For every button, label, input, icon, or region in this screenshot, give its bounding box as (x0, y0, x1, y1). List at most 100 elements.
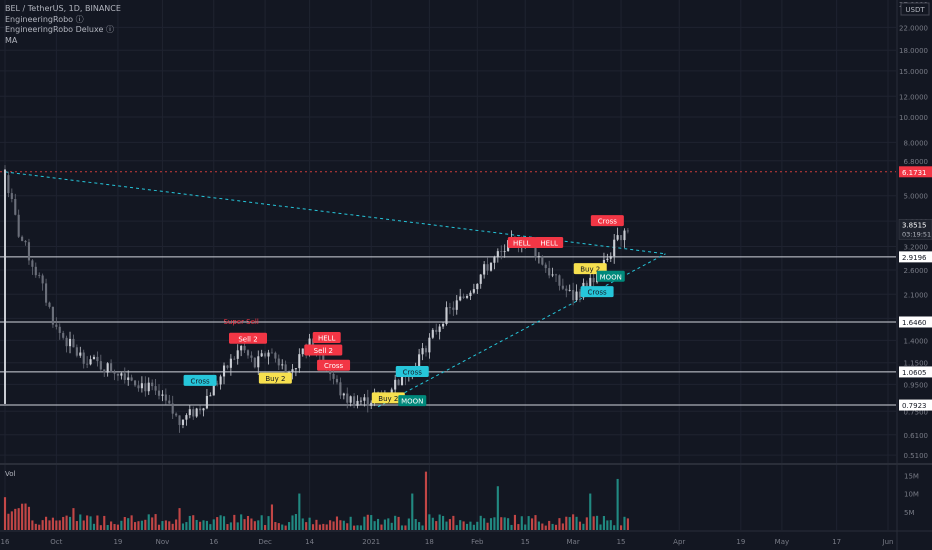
candle-body[interactable] (390, 389, 393, 393)
candle-body[interactable] (572, 289, 575, 301)
indicator-label-2[interactable]: EngineeringRobo Deluxe ⓘ (5, 25, 114, 34)
candle-body[interactable] (418, 354, 421, 367)
candle-body[interactable] (356, 400, 359, 406)
candle-body[interactable] (493, 257, 496, 263)
candle-body[interactable] (68, 338, 72, 347)
signal-badge[interactable] (590, 215, 624, 227)
candle-body[interactable] (489, 262, 493, 271)
candle-body[interactable] (270, 352, 274, 354)
candle-body[interactable] (229, 358, 232, 368)
candle-body[interactable] (212, 383, 215, 396)
candle-body[interactable] (335, 378, 339, 383)
candle-body[interactable] (31, 260, 34, 267)
candle-body[interactable] (168, 400, 171, 404)
candle-body[interactable] (609, 256, 612, 259)
candle-body[interactable] (400, 371, 404, 386)
candle-body[interactable] (616, 235, 619, 240)
candle-body[interactable] (301, 348, 304, 355)
candle-body[interactable] (103, 369, 106, 373)
candle-body[interactable] (298, 354, 301, 369)
candle-body[interactable] (45, 283, 48, 303)
candle-body[interactable] (394, 379, 397, 390)
candle-body[interactable] (541, 256, 544, 265)
candle-body[interactable] (96, 356, 99, 362)
candle-body[interactable] (472, 289, 475, 293)
candle-body[interactable] (257, 356, 260, 368)
candle-body[interactable] (264, 353, 267, 357)
candle-body[interactable] (329, 368, 332, 374)
candle-body[interactable] (479, 274, 482, 284)
candle-body[interactable] (110, 363, 113, 372)
candle-body[interactable] (342, 393, 345, 396)
candle-body[interactable] (534, 246, 537, 258)
candle-body[interactable] (140, 383, 143, 389)
indicator-label-1[interactable]: EngineeringRobo ⓘ (5, 14, 84, 24)
candle-body[interactable] (38, 275, 41, 276)
candle-body[interactable] (171, 403, 174, 414)
candle-body[interactable] (452, 307, 455, 310)
candle-body[interactable] (147, 382, 150, 392)
signal-badge[interactable] (258, 372, 292, 384)
candle-body[interactable] (4, 169, 6, 404)
candle-body[interactable] (339, 382, 342, 396)
candle-body[interactable] (349, 396, 352, 403)
candle-body[interactable] (161, 394, 164, 396)
candle-body[interactable] (137, 385, 140, 389)
symbol-title[interactable]: BEL / TetherUS, 1D, BINANCE (5, 4, 121, 13)
candle-body[interactable] (202, 408, 205, 411)
candle-body[interactable] (116, 373, 120, 376)
candle-body[interactable] (438, 326, 441, 332)
candle-body[interactable] (277, 358, 280, 366)
candle-body[interactable] (51, 306, 54, 325)
signal-badge[interactable] (312, 331, 341, 343)
candle-body[interactable] (421, 348, 424, 355)
candle-body[interactable] (89, 359, 92, 365)
candle-body[interactable] (92, 356, 96, 360)
currency-unit-box[interactable] (900, 2, 930, 16)
candle-body[interactable] (188, 409, 191, 416)
candle-body[interactable] (86, 363, 89, 365)
candle-body[interactable] (359, 400, 362, 402)
signal-badge[interactable] (398, 395, 427, 407)
candle-body[interactable] (428, 337, 431, 353)
candle-body[interactable] (14, 198, 17, 215)
candle-body[interactable] (445, 307, 448, 324)
candle-body[interactable] (592, 277, 595, 283)
candle-body[interactable] (448, 307, 451, 309)
candle-body[interactable] (178, 415, 181, 425)
candle-body[interactable] (41, 275, 44, 284)
candle-body[interactable] (236, 350, 239, 359)
candle-body[interactable] (243, 345, 246, 351)
candle-body[interactable] (250, 355, 253, 358)
candle-body[interactable] (62, 332, 65, 338)
candle-body[interactable] (17, 214, 20, 237)
candle-body[interactable] (267, 352, 270, 357)
candle-body[interactable] (205, 395, 208, 409)
candle-body[interactable] (551, 274, 554, 276)
candle-body[interactable] (332, 373, 335, 379)
candle-body[interactable] (442, 323, 445, 327)
candle-body[interactable] (27, 242, 31, 261)
candle-body[interactable] (79, 352, 82, 356)
signal-badge[interactable] (507, 236, 536, 248)
candle-body[interactable] (175, 413, 178, 416)
price-axis[interactable]: 22.0000 18.0000 15.0000 12.0000 10.0000 8.000… (898, 1, 932, 460)
candle-body[interactable] (561, 285, 564, 289)
candle-body[interactable] (294, 368, 297, 370)
candle-body[interactable] (496, 251, 499, 258)
candle-body[interactable] (353, 396, 356, 406)
candle-body[interactable] (157, 390, 161, 396)
candle-body[interactable] (222, 365, 226, 377)
signal-badge[interactable] (304, 344, 343, 356)
candle-body[interactable] (144, 383, 147, 392)
candle-body[interactable] (21, 236, 24, 241)
signal-badge[interactable] (596, 270, 625, 282)
candle-body[interactable] (106, 363, 109, 373)
candle-body[interactable] (370, 402, 373, 406)
candle-body[interactable] (192, 409, 195, 417)
candle-body[interactable] (476, 283, 479, 290)
candle-body[interactable] (537, 256, 540, 258)
trendline[interactable] (4, 171, 666, 255)
candle-body[interactable] (554, 274, 558, 276)
candle-body[interactable] (291, 369, 294, 372)
